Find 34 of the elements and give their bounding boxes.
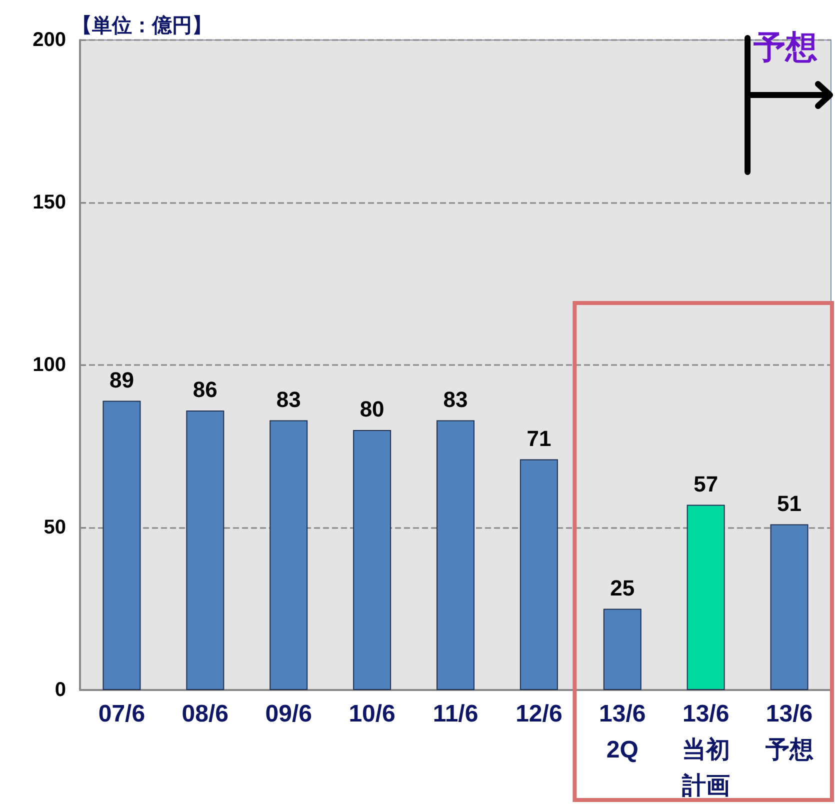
bar [770,524,808,690]
x-tick-label: 11/6 [432,700,478,728]
bar [436,420,474,690]
bar [686,504,725,690]
data-label: 57 [694,471,718,496]
y-tick-label: 100 [32,354,66,376]
data-label: 71 [526,426,552,451]
data-label: 86 [192,377,218,402]
x-tick-label: 13/6 当初計画 [680,700,730,800]
data-label: 51 [777,490,802,516]
bar [353,430,392,690]
bar [270,420,308,690]
y-axis-title: 【単位：億円】 [72,14,212,37]
x-tick-label: 08/6 [182,700,229,728]
annotation: 予想 [752,29,818,65]
y-tick-label: 150 [32,192,66,214]
x-tick-label: 09/6 [265,700,312,728]
y-tick-label: 0 [54,679,66,701]
data-label: 83 [276,386,301,412]
y-tick-label: 50 [44,516,66,538]
x-tick-label: 12/6 [516,700,562,728]
data-label: 89 [109,367,134,392]
bar [186,410,224,690]
data-label: 80 [360,396,384,422]
bar [102,400,141,690]
x-tick-label: 10/6 [348,700,396,728]
x-tick-label: 07/6 [98,700,146,728]
x-tick-label: 13/6 予想 [764,700,814,764]
x-tick-label: 13/6 2Q [599,700,646,764]
data-label: 25 [610,575,635,600]
data-label: 83 [443,386,468,412]
bar [603,608,642,690]
bar [520,459,558,690]
y-tick-label: 200 [32,29,66,51]
